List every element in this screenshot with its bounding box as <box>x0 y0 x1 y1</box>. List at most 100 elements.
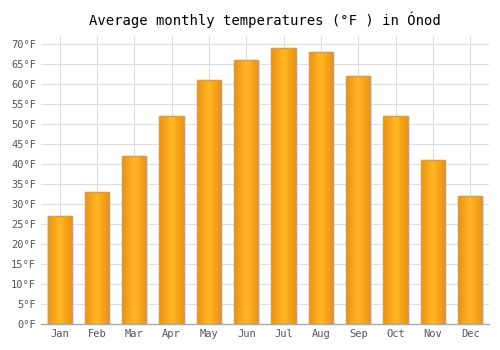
Bar <box>458 196 482 324</box>
Bar <box>472 196 474 324</box>
Bar <box>458 196 459 324</box>
Bar <box>135 156 136 324</box>
Bar <box>403 116 404 324</box>
Bar <box>460 196 462 324</box>
Bar <box>332 52 333 324</box>
Bar <box>317 52 318 324</box>
Bar <box>384 116 407 324</box>
Bar <box>422 160 423 324</box>
Bar <box>368 76 369 324</box>
Bar <box>311 52 312 324</box>
Bar <box>197 80 221 324</box>
Bar <box>248 60 250 324</box>
Bar <box>399 116 400 324</box>
Bar <box>123 156 124 324</box>
Bar <box>217 80 218 324</box>
Bar <box>321 52 322 324</box>
Bar <box>70 216 71 324</box>
Bar <box>285 48 286 324</box>
Bar <box>98 192 100 324</box>
Bar <box>290 48 291 324</box>
Bar <box>57 216 58 324</box>
Bar <box>92 192 93 324</box>
Bar <box>355 76 356 324</box>
Bar <box>144 156 145 324</box>
Bar <box>394 116 395 324</box>
Bar <box>474 196 475 324</box>
Bar <box>464 196 466 324</box>
Bar <box>214 80 216 324</box>
Bar <box>182 116 183 324</box>
Bar <box>169 116 170 324</box>
Bar <box>85 192 109 324</box>
Bar <box>313 52 314 324</box>
Bar <box>88 192 89 324</box>
Bar <box>160 116 184 324</box>
Bar <box>199 80 200 324</box>
Bar <box>423 160 424 324</box>
Bar <box>90 192 92 324</box>
Bar <box>429 160 430 324</box>
Bar <box>309 52 310 324</box>
Bar <box>318 52 320 324</box>
Bar <box>200 80 201 324</box>
Bar <box>145 156 146 324</box>
Bar <box>89 192 90 324</box>
Bar <box>277 48 278 324</box>
Bar <box>367 76 368 324</box>
Bar <box>444 160 445 324</box>
Bar <box>179 116 180 324</box>
Bar <box>432 160 433 324</box>
Bar <box>427 160 428 324</box>
Bar <box>202 80 203 324</box>
Bar <box>105 192 106 324</box>
Bar <box>358 76 359 324</box>
Bar <box>438 160 440 324</box>
Bar <box>463 196 464 324</box>
Bar <box>134 156 135 324</box>
Bar <box>348 76 350 324</box>
Bar <box>167 116 168 324</box>
Bar <box>50 216 51 324</box>
Bar <box>209 80 210 324</box>
Bar <box>236 60 238 324</box>
Bar <box>396 116 397 324</box>
Bar <box>404 116 406 324</box>
Bar <box>238 60 239 324</box>
Bar <box>64 216 66 324</box>
Bar <box>434 160 436 324</box>
Bar <box>356 76 358 324</box>
Bar <box>210 80 212 324</box>
Bar <box>329 52 330 324</box>
Bar <box>407 116 408 324</box>
Bar <box>389 116 390 324</box>
Bar <box>122 156 123 324</box>
Bar <box>68 216 70 324</box>
Bar <box>255 60 256 324</box>
Bar <box>364 76 366 324</box>
Bar <box>127 156 128 324</box>
Bar <box>201 80 202 324</box>
Bar <box>180 116 182 324</box>
Bar <box>96 192 97 324</box>
Bar <box>58 216 59 324</box>
Bar <box>284 48 285 324</box>
Bar <box>101 192 102 324</box>
Bar <box>322 52 324 324</box>
Bar <box>93 192 94 324</box>
Bar <box>171 116 172 324</box>
Bar <box>136 156 138 324</box>
Bar <box>390 116 392 324</box>
Bar <box>108 192 109 324</box>
Bar <box>347 76 348 324</box>
Bar <box>132 156 134 324</box>
Bar <box>325 52 326 324</box>
Bar <box>256 60 257 324</box>
Bar <box>206 80 208 324</box>
Bar <box>421 160 445 324</box>
Bar <box>53 216 54 324</box>
Bar <box>67 216 68 324</box>
Bar <box>174 116 175 324</box>
Bar <box>178 116 179 324</box>
Bar <box>326 52 328 324</box>
